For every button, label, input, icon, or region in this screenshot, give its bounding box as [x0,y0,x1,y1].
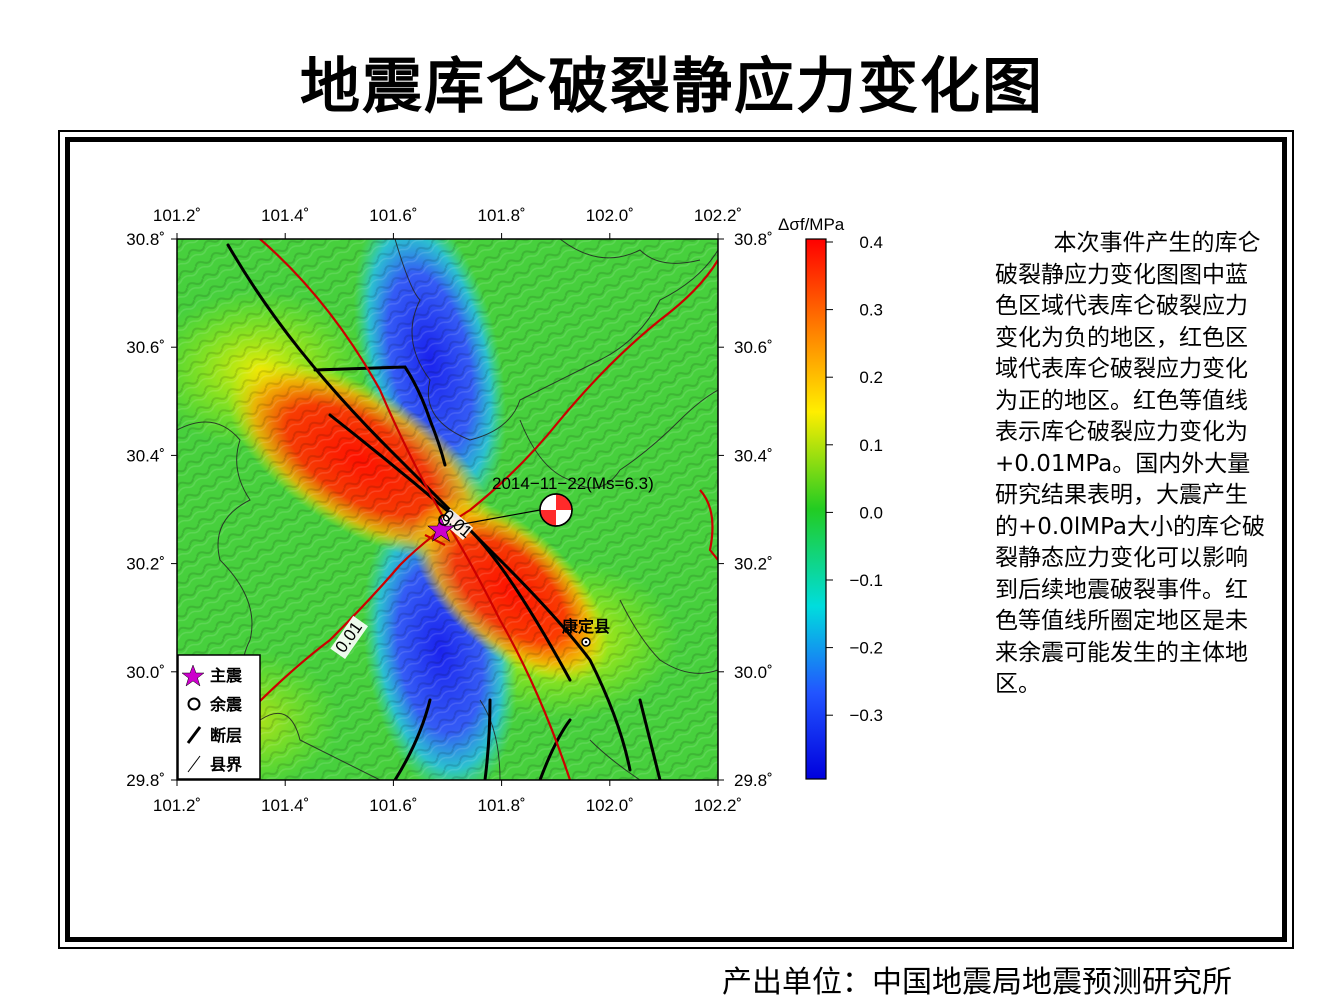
svg-text:余震: 余震 [209,695,243,714]
lon-tick-label-top: 101.8˚ [477,206,525,225]
lat-tick-label-left: 29.8˚ [126,771,165,790]
mainshock-star-icon [427,516,455,542]
event-label: 2014−11−22(Ms=6.3) [492,474,654,493]
inner-frame [65,137,1287,942]
lon-tick-label-top: 101.2˚ [153,206,201,225]
lat-tick-label-left: 30.0˚ [126,663,165,682]
map-panel: 0.01 0.01 2014−11−22(Ms=6.3) 康定县 主震 余震 [177,239,718,780]
focal-mechanism-beachball-icon [539,493,573,527]
colorbar-tick-label: 0.1 [859,436,883,455]
colorbar-tick-label: −0.1 [849,571,883,590]
colorbar-tick-label: 0.2 [859,368,883,387]
county-border-icon [187,755,201,773]
colorbar-tick-label: 0.0 [859,503,883,522]
svg-text:断层: 断层 [210,726,242,745]
county-label: 康定县 [562,617,610,636]
footer-producer: 产出单位：中国地震局地震预测研究所 [722,965,1232,1000]
page-title: 地震库仑破裂静应力变化图 [300,52,1044,122]
colorbar-tick-label: 0.3 [859,301,883,320]
lat-tick-label-left: 30.2˚ [126,555,165,574]
lat-tick-label-right: 30.4˚ [734,446,773,465]
star-icon [181,664,205,687]
lat-tick-label-right: 30.2˚ [734,555,773,574]
svg-text:主震: 主震 [210,666,243,685]
lon-tick-label-top: 101.4˚ [261,206,309,225]
colorbar-label: Δσf/MPa [778,215,845,234]
colorbar-tick-label: 0.4 [859,233,883,252]
lon-tick-label-top: 102.0˚ [586,206,634,225]
map-border [176,238,719,781]
colorbar-tick-label: −0.2 [849,639,883,658]
axis-ticks [171,233,724,786]
lat-tick-label-right: 30.8˚ [734,230,773,249]
lon-tick-label-bottom: 101.8˚ [477,796,525,815]
lon-tick-label-bottom: 101.2˚ [153,796,201,815]
map-legend: 主震 余震 断层 县界 [177,654,261,780]
axis-tick-labels: 101.2˚ 101.2˚ 101.4˚ 101.4˚ 101.6˚ 101.6˚ 101.… [126,206,773,815]
lon-tick-label-bottom: 102.2˚ [694,796,742,815]
svg-text:县界: 县界 [210,755,242,774]
circle-icon [187,697,201,711]
description-text: 本次事件产生的库仑破裂静应力变化图图中蓝色区域代表库仑破裂应力变化为负的地区，红… [995,230,1266,697]
lon-tick-label-bottom: 101.4˚ [261,796,309,815]
lat-tick-label-right: 30.0˚ [734,663,773,682]
lon-tick-label-bottom: 102.0˚ [586,796,634,815]
lat-tick-label-right: 30.6˚ [734,338,773,357]
colorbar-tick-label: −0.3 [849,706,883,725]
lat-tick-label-right: 29.8˚ [734,771,773,790]
lon-tick-label-top: 101.6˚ [369,206,417,225]
lat-tick-label-left: 30.6˚ [126,338,165,357]
lon-tick-label-top: 102.2˚ [694,206,742,225]
lon-tick-label-bottom: 101.6˚ [369,796,417,815]
fault-line-icon [186,726,202,744]
lat-tick-label-left: 30.4˚ [126,446,165,465]
lat-tick-label-left: 30.8˚ [126,230,165,249]
outer-frame [58,130,1294,949]
colorbar: Δσf/MPa 0.4 0.3 0.2 0.1 0.0 −0.1 −0.2 −0.3 [778,215,883,780]
